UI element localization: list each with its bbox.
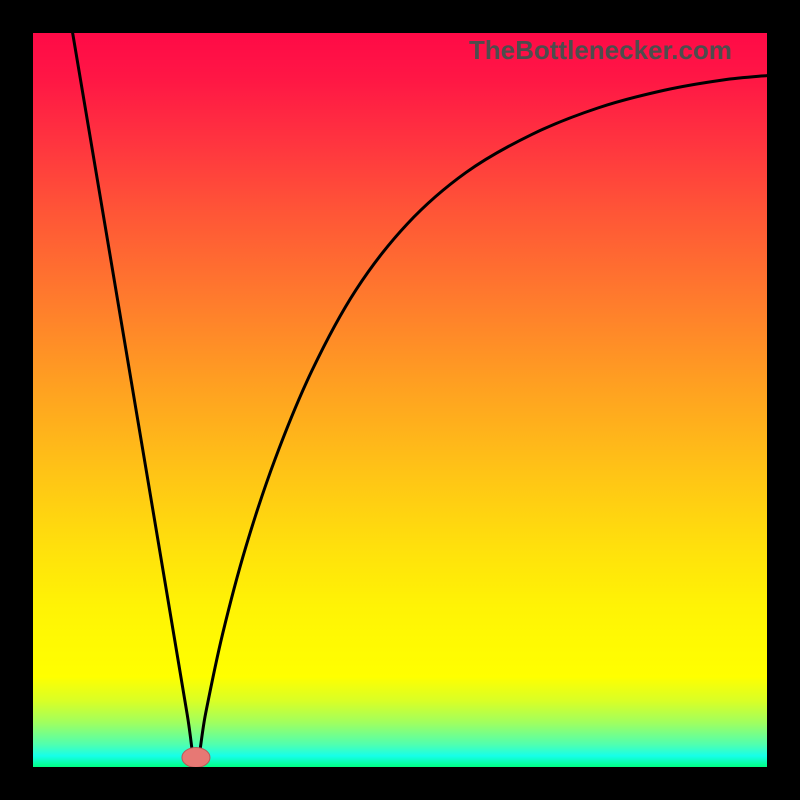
bottleneck-curve — [73, 33, 767, 767]
plot-area — [33, 33, 767, 767]
minimum-marker — [182, 747, 210, 767]
watermark-text: TheBottlenecker.com — [469, 35, 732, 66]
chart-frame: TheBottlenecker.com — [0, 0, 800, 800]
curve-layer — [33, 33, 767, 767]
